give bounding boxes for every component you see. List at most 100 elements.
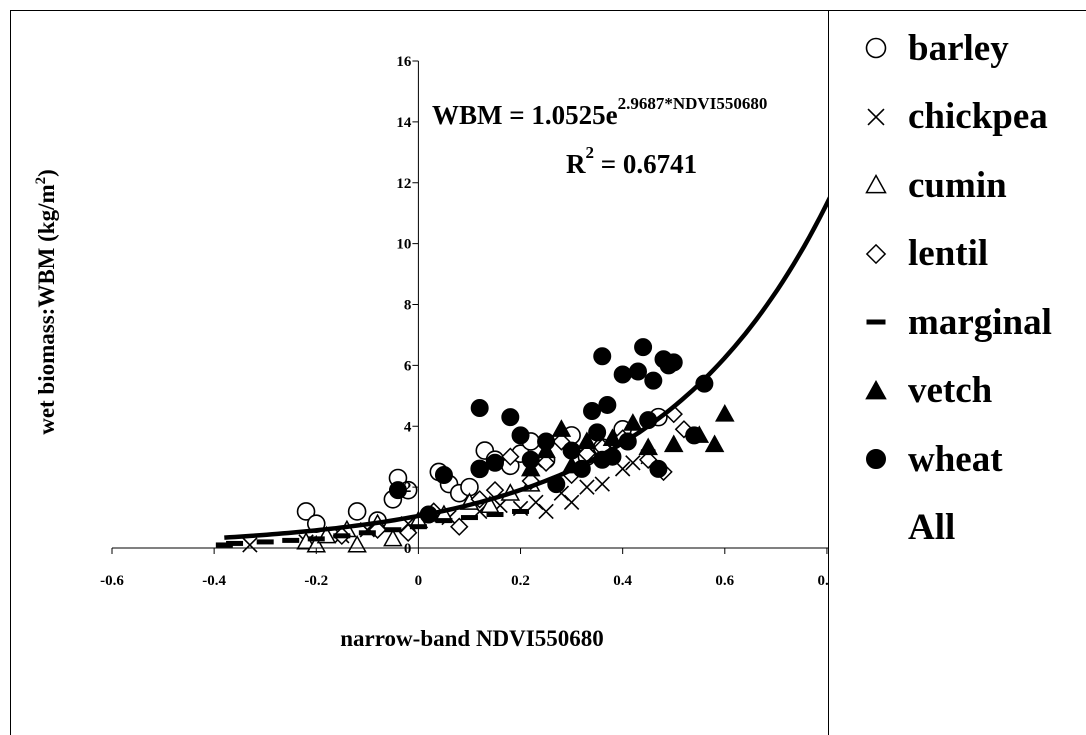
trendline-all <box>224 196 828 540</box>
marginal-point <box>384 527 402 533</box>
vetch-point <box>638 437 658 456</box>
marginal-point <box>333 533 351 539</box>
wheat-point <box>470 398 489 417</box>
legend-label: marginal <box>908 301 1052 343</box>
y-tick-label: 0 <box>404 541 412 557</box>
wheat-point <box>511 426 530 445</box>
x-tick-label: 0.6 <box>715 573 734 589</box>
wheat-point <box>634 338 653 357</box>
chickpea-point <box>242 537 258 553</box>
chickpea-point <box>579 479 595 495</box>
marginal-point <box>512 508 530 514</box>
x-tick-label: -0.6 <box>100 573 124 589</box>
y-axis-title: wet biomass:WBM (kg/m2) <box>33 169 59 435</box>
vetch-point <box>715 404 735 422</box>
x-tick-label: 0.8 <box>818 573 828 589</box>
wheat-point <box>562 441 581 460</box>
legend-wheat-marker <box>866 449 886 469</box>
trend-equation: WBM = 1.0525e2.9687*NDVI550680 <box>432 94 767 130</box>
y-tick-label: 12 <box>396 176 411 192</box>
barley-point <box>347 502 367 521</box>
legend-item-marginal: marginal <box>862 300 1052 344</box>
marginal-point <box>460 515 478 521</box>
wheat-point <box>501 408 520 427</box>
marginal-point <box>215 542 233 548</box>
legend-symbol <box>862 308 890 336</box>
legend-cumin-marker <box>865 173 887 194</box>
barley-point <box>296 502 316 521</box>
marginal-point <box>486 512 504 518</box>
lentil-point <box>521 471 540 491</box>
x-tick-label: 0 <box>415 573 423 589</box>
y-tick-label: 6 <box>404 358 412 374</box>
lentil-point <box>398 523 418 543</box>
wheat-point <box>583 402 602 421</box>
legend-item-wheat: wheat <box>862 437 1003 481</box>
legend-item-lentil: lentil <box>862 232 988 276</box>
legend-barley-marker <box>865 37 887 59</box>
legend-label: cumin <box>908 164 1007 206</box>
lentil-point <box>552 432 571 451</box>
lentil-point <box>536 453 556 472</box>
wheat-point <box>470 459 489 478</box>
wheat-point <box>486 453 504 472</box>
legend-symbol <box>862 514 890 542</box>
wheat-point <box>649 459 668 478</box>
legend-vetch-marker <box>865 379 887 399</box>
lentil-point <box>501 447 520 466</box>
legend-item-chickpea: chickpea <box>862 95 1048 139</box>
lentil-point <box>450 517 469 536</box>
wheat-point <box>664 353 683 372</box>
cumin-point <box>347 534 367 553</box>
chickpea-point <box>594 476 610 492</box>
legend-label: chickpea <box>908 96 1048 137</box>
wheat-point <box>598 395 617 414</box>
legend-symbol <box>862 103 890 131</box>
vetch-point <box>551 419 572 437</box>
y-tick-label: 2 <box>404 480 412 496</box>
chickpea-point <box>625 455 641 471</box>
legend-item-cumin: cumin <box>862 163 1007 207</box>
legend-chickpea-marker <box>867 107 885 126</box>
cumin-point <box>383 528 403 547</box>
wheat-point <box>588 423 607 442</box>
vetch-point <box>602 428 623 446</box>
wheat-point <box>644 371 663 390</box>
wheat-point <box>593 347 612 366</box>
wheat-point <box>434 465 453 484</box>
wheat-point <box>537 432 556 451</box>
y-tick-label: 16 <box>396 54 412 70</box>
y-tick-label: 14 <box>396 115 412 131</box>
legend-item-vetch: vetch <box>862 369 992 413</box>
chickpea-point <box>614 461 631 477</box>
vetch-point <box>577 431 597 450</box>
chickpea-point <box>563 494 580 511</box>
wheat-point <box>628 362 647 381</box>
y-tick-label: 8 <box>404 298 412 314</box>
wheat-point <box>521 450 540 469</box>
x-tick-label: -0.2 <box>304 573 328 589</box>
chart-frame <box>10 10 1086 735</box>
legend-symbol <box>862 445 890 473</box>
plot-marks <box>215 196 828 553</box>
y-tick-label: 10 <box>396 237 411 253</box>
marginal-point <box>226 540 244 546</box>
marginal-point <box>307 536 325 542</box>
marginal-point <box>435 518 453 524</box>
legend-label: All <box>908 507 956 548</box>
legend-label: vetch <box>908 370 993 411</box>
chickpea-point <box>538 503 554 520</box>
marginal-point <box>358 530 376 536</box>
legend-marginal-marker <box>866 319 886 325</box>
legend-symbol <box>862 240 890 268</box>
legend-label: lentil <box>908 233 989 274</box>
wheat-point <box>388 481 407 500</box>
lentil-point <box>674 420 694 439</box>
vetch-point <box>623 413 643 431</box>
wheat-point <box>613 365 632 384</box>
marginal-point <box>256 539 274 545</box>
legend-lentil-marker <box>865 243 887 264</box>
marginal-point <box>282 537 300 543</box>
legend-item-all: All <box>862 506 955 550</box>
legend-symbol <box>862 34 890 62</box>
